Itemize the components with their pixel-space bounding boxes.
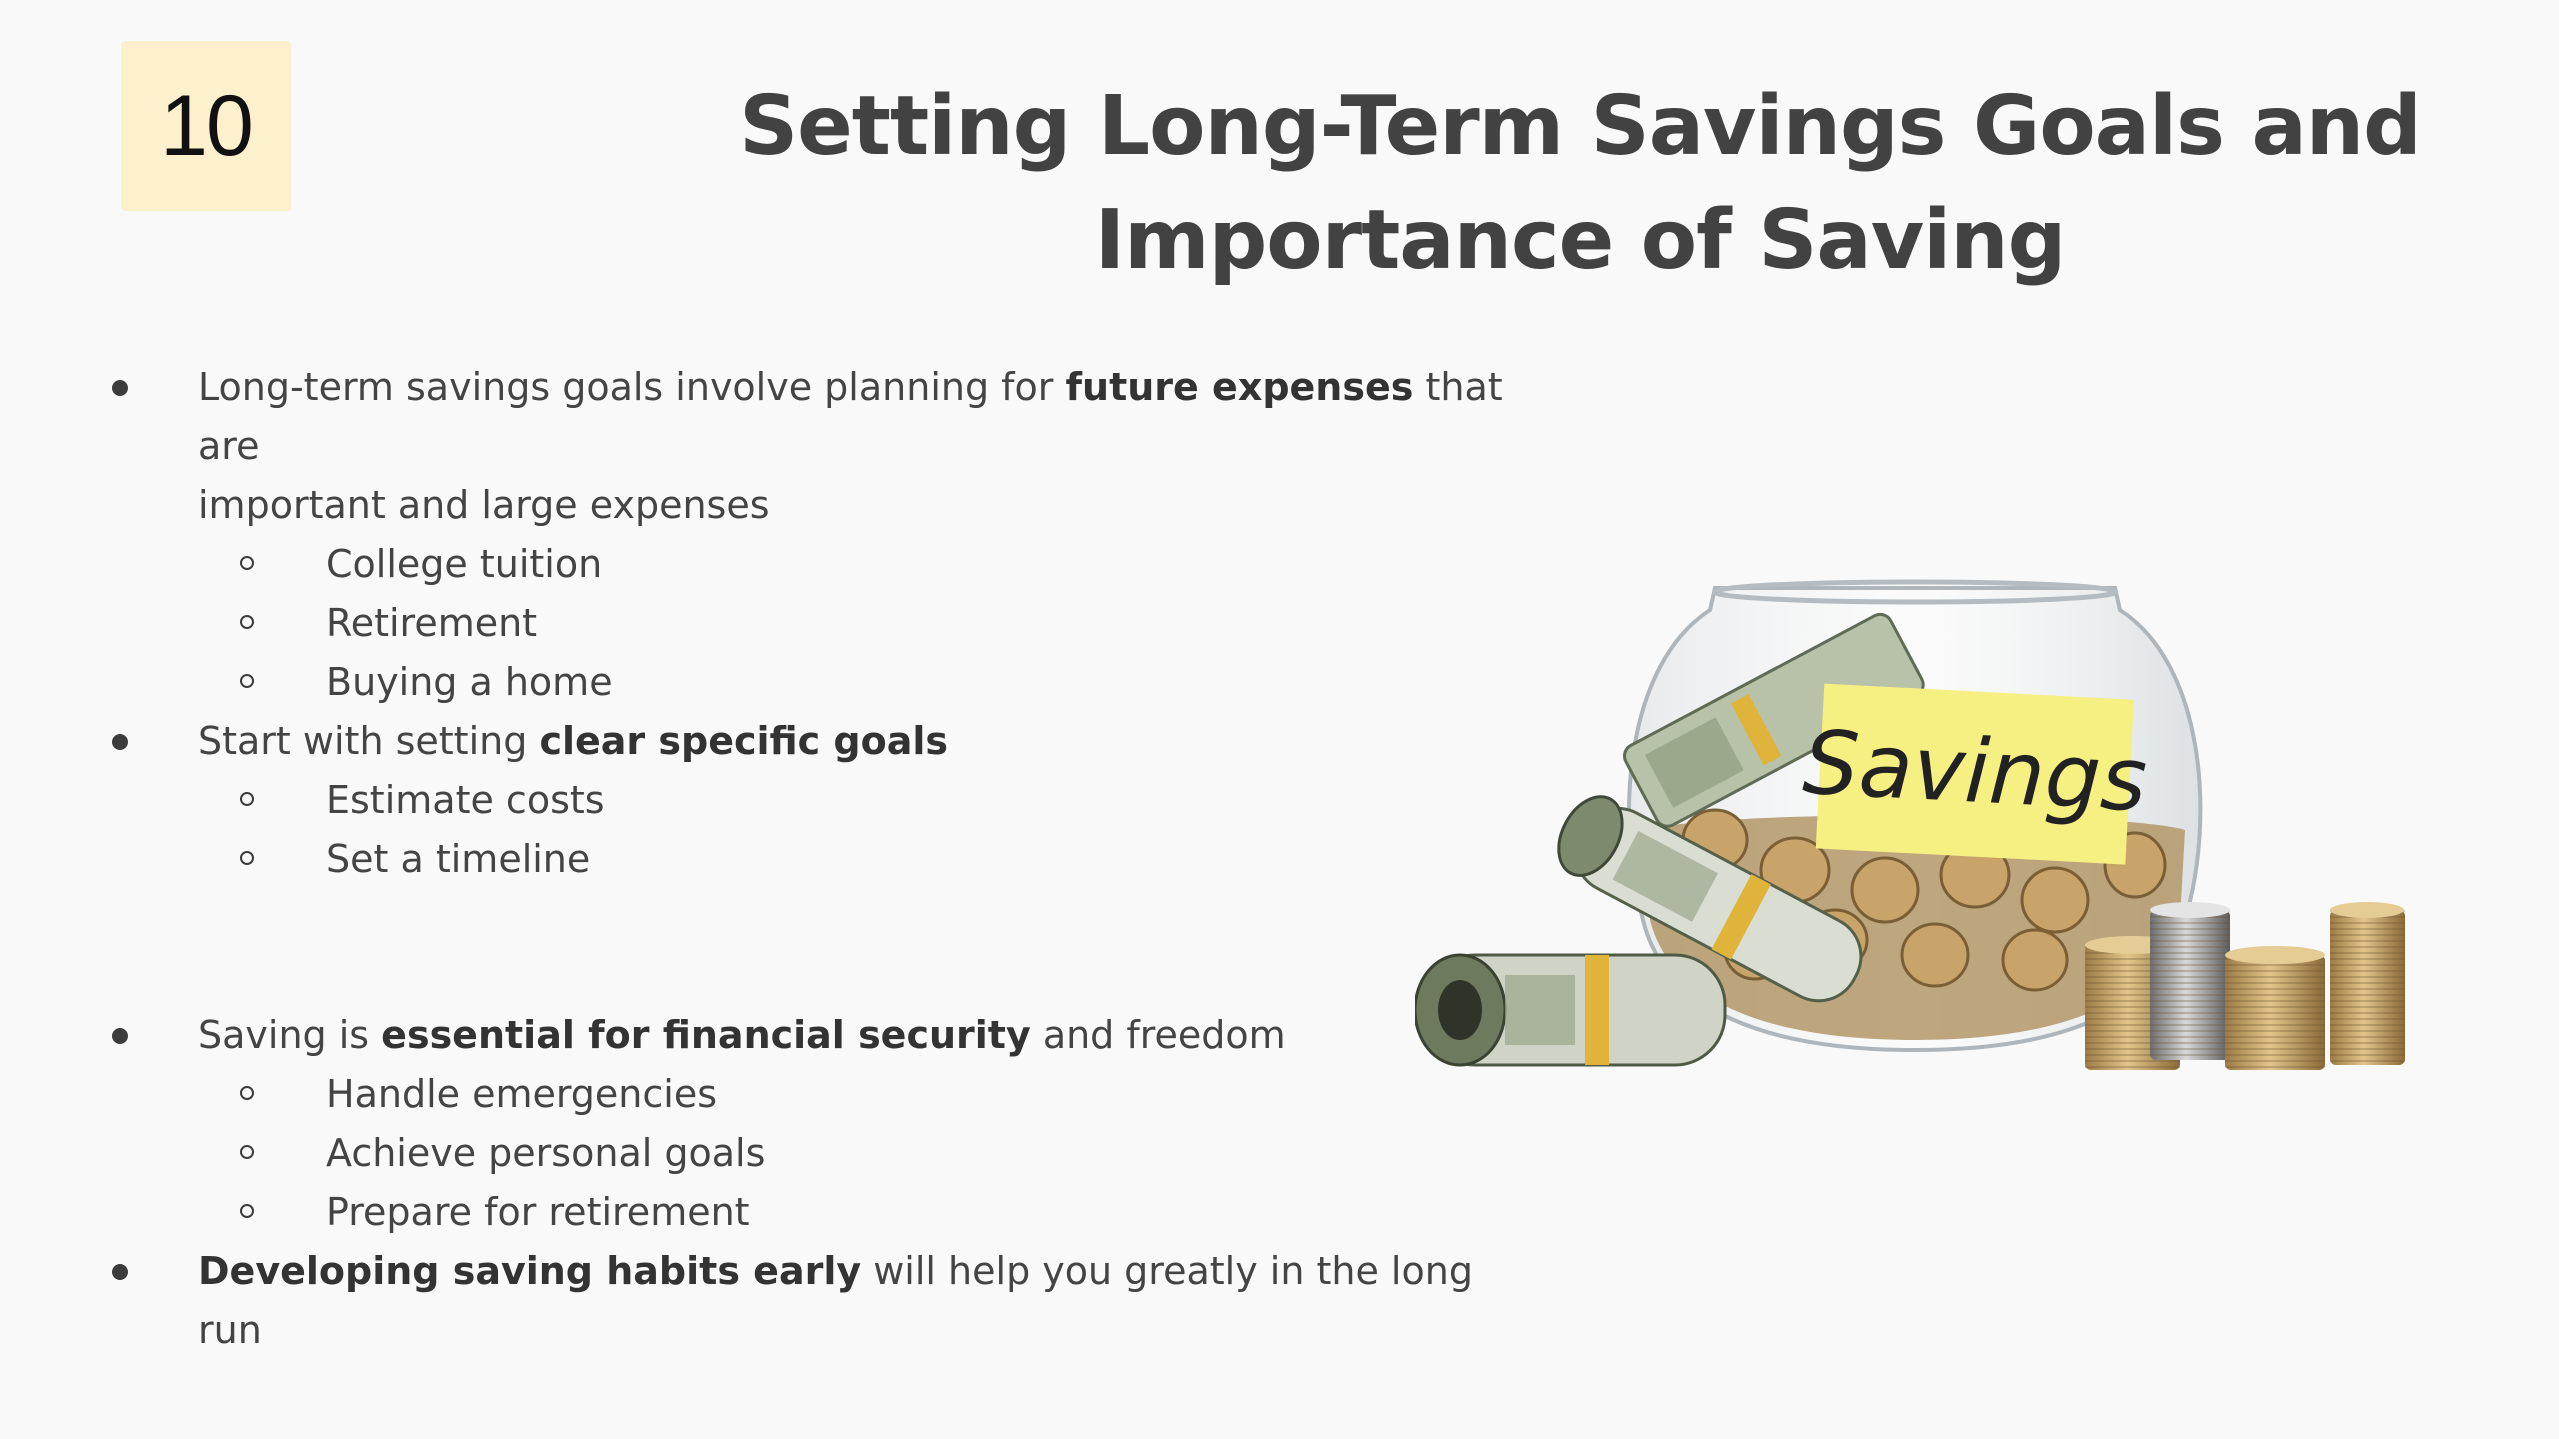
circle-bullet-icon	[240, 792, 254, 806]
sub-bullet-text: Buying a home	[326, 660, 613, 704]
sub-bullet: Achieve personal goals	[106, 1124, 1506, 1183]
sub-bullet-text: Set a timeline	[326, 837, 591, 881]
sub-bullet-text: College tuition	[326, 542, 603, 586]
sub-bullet-text: Handle emergencies	[326, 1072, 718, 1116]
sub-bullet: Set a timeline	[106, 830, 1506, 889]
rolled-bills	[1415, 795, 1863, 1067]
sub-bullet-text: Retirement	[326, 601, 538, 645]
circle-bullet-icon	[240, 556, 254, 570]
sub-bullet-text: Estimate costs	[326, 778, 605, 822]
circle-bullet-icon	[240, 1204, 254, 1218]
bullet-text-continued: important and large expenses	[198, 483, 770, 527]
sub-bullet: College tuition	[106, 535, 1506, 594]
circle-bullet-icon	[240, 851, 254, 865]
savings-jar-image: Savings	[1415, 579, 2405, 1070]
sub-bullet-text: Prepare for retirement	[326, 1190, 750, 1234]
sub-bullet: Buying a home	[106, 653, 1506, 712]
sub-bullet-text: Achieve personal goals	[326, 1131, 766, 1175]
bullet-dot-icon	[112, 734, 128, 750]
bullet-text: and freedom	[1030, 1013, 1286, 1057]
sub-bullet: Estimate costs	[106, 771, 1506, 830]
bullet-list: Long-term savings goals involve planning…	[106, 358, 1506, 1360]
bullet-bold-text: Developing saving habits early	[198, 1249, 862, 1293]
circle-bullet-icon	[240, 1145, 254, 1159]
bullet-dot-icon	[112, 380, 128, 396]
bullet-financial-security: Saving is essential for financial securi…	[106, 1006, 1506, 1065]
slide-number: 10	[121, 41, 291, 211]
circle-bullet-icon	[240, 674, 254, 688]
bullet-bold-text: future expenses	[1065, 365, 1414, 409]
sub-bullet: Prepare for retirement	[106, 1183, 1506, 1242]
coin-stacks	[2085, 902, 2405, 1070]
bullet-dot-icon	[112, 1264, 128, 1280]
bullet-future-expenses: Long-term savings goals involve planning…	[106, 358, 1506, 535]
spacer	[106, 889, 1506, 1006]
title-line-1: Setting Long-Term Savings Goals and	[739, 79, 2422, 174]
circle-bullet-icon	[240, 1086, 254, 1100]
jar-label-text: Savings	[1801, 711, 2150, 832]
bullet-dot-icon	[112, 1028, 128, 1044]
bullet-text: will help you greatly in the long run	[198, 1249, 1473, 1352]
bullet-text: Start with setting	[198, 719, 540, 763]
slide-title: Setting Long-Term Savings Goals and Impo…	[700, 70, 2460, 298]
sub-bullet: Handle emergencies	[106, 1065, 1506, 1124]
bullet-bold-text: essential for financial security	[381, 1013, 1031, 1057]
bullet-clear-goals: Start with setting clear specific goals	[106, 712, 1506, 771]
circle-bullet-icon	[240, 615, 254, 629]
sub-bullet: Retirement	[106, 594, 1506, 653]
bullet-bold-text: clear specific goals	[539, 719, 949, 763]
bullet-text: that are	[198, 365, 1503, 468]
bullet-text: Long-term savings goals involve planning…	[198, 365, 1066, 409]
bullet-saving-habits: Developing saving habits early will help…	[106, 1242, 1506, 1360]
title-line-2: Importance of Saving	[1094, 193, 2067, 288]
bullet-text: Saving is	[198, 1013, 382, 1057]
